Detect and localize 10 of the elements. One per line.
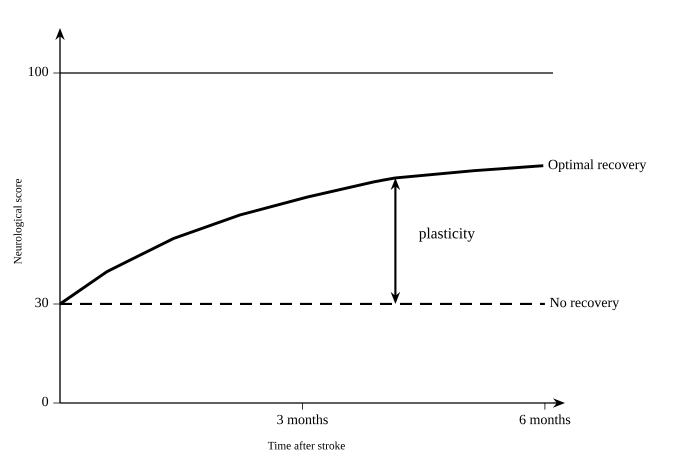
y-axis-title: Neurological score (14, 178, 24, 264)
x-tick-label: 3 months (277, 414, 328, 424)
y-tick-label: 100 (28, 66, 48, 76)
x-axis-title: Time after stroke (268, 441, 345, 450)
annotation: plasticity (419, 228, 475, 242)
y-tick-label: 30 (35, 298, 48, 308)
series-label: Optimal recovery (548, 159, 646, 172)
y-tick-label: 0 (42, 396, 48, 406)
x-tick-label: 6 months (520, 414, 570, 424)
series-label: No recovery (550, 298, 620, 310)
